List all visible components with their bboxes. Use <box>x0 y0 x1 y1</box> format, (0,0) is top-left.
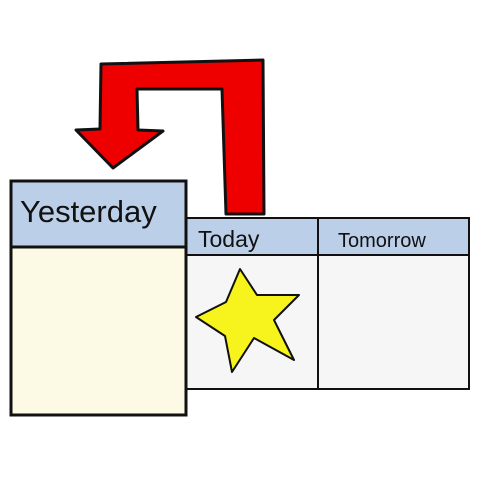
yesterday-body <box>9 245 188 417</box>
today-tomorrow-header <box>185 217 470 256</box>
yesterday-header <box>9 179 188 249</box>
yesterday-card <box>9 179 188 417</box>
bent-arrow-icon <box>74 58 266 216</box>
tomorrow-label: Tomorrow <box>338 230 426 252</box>
star-icon <box>195 268 300 373</box>
yesterday-label: Yesterday <box>20 194 157 229</box>
today-label: Today <box>198 226 260 252</box>
